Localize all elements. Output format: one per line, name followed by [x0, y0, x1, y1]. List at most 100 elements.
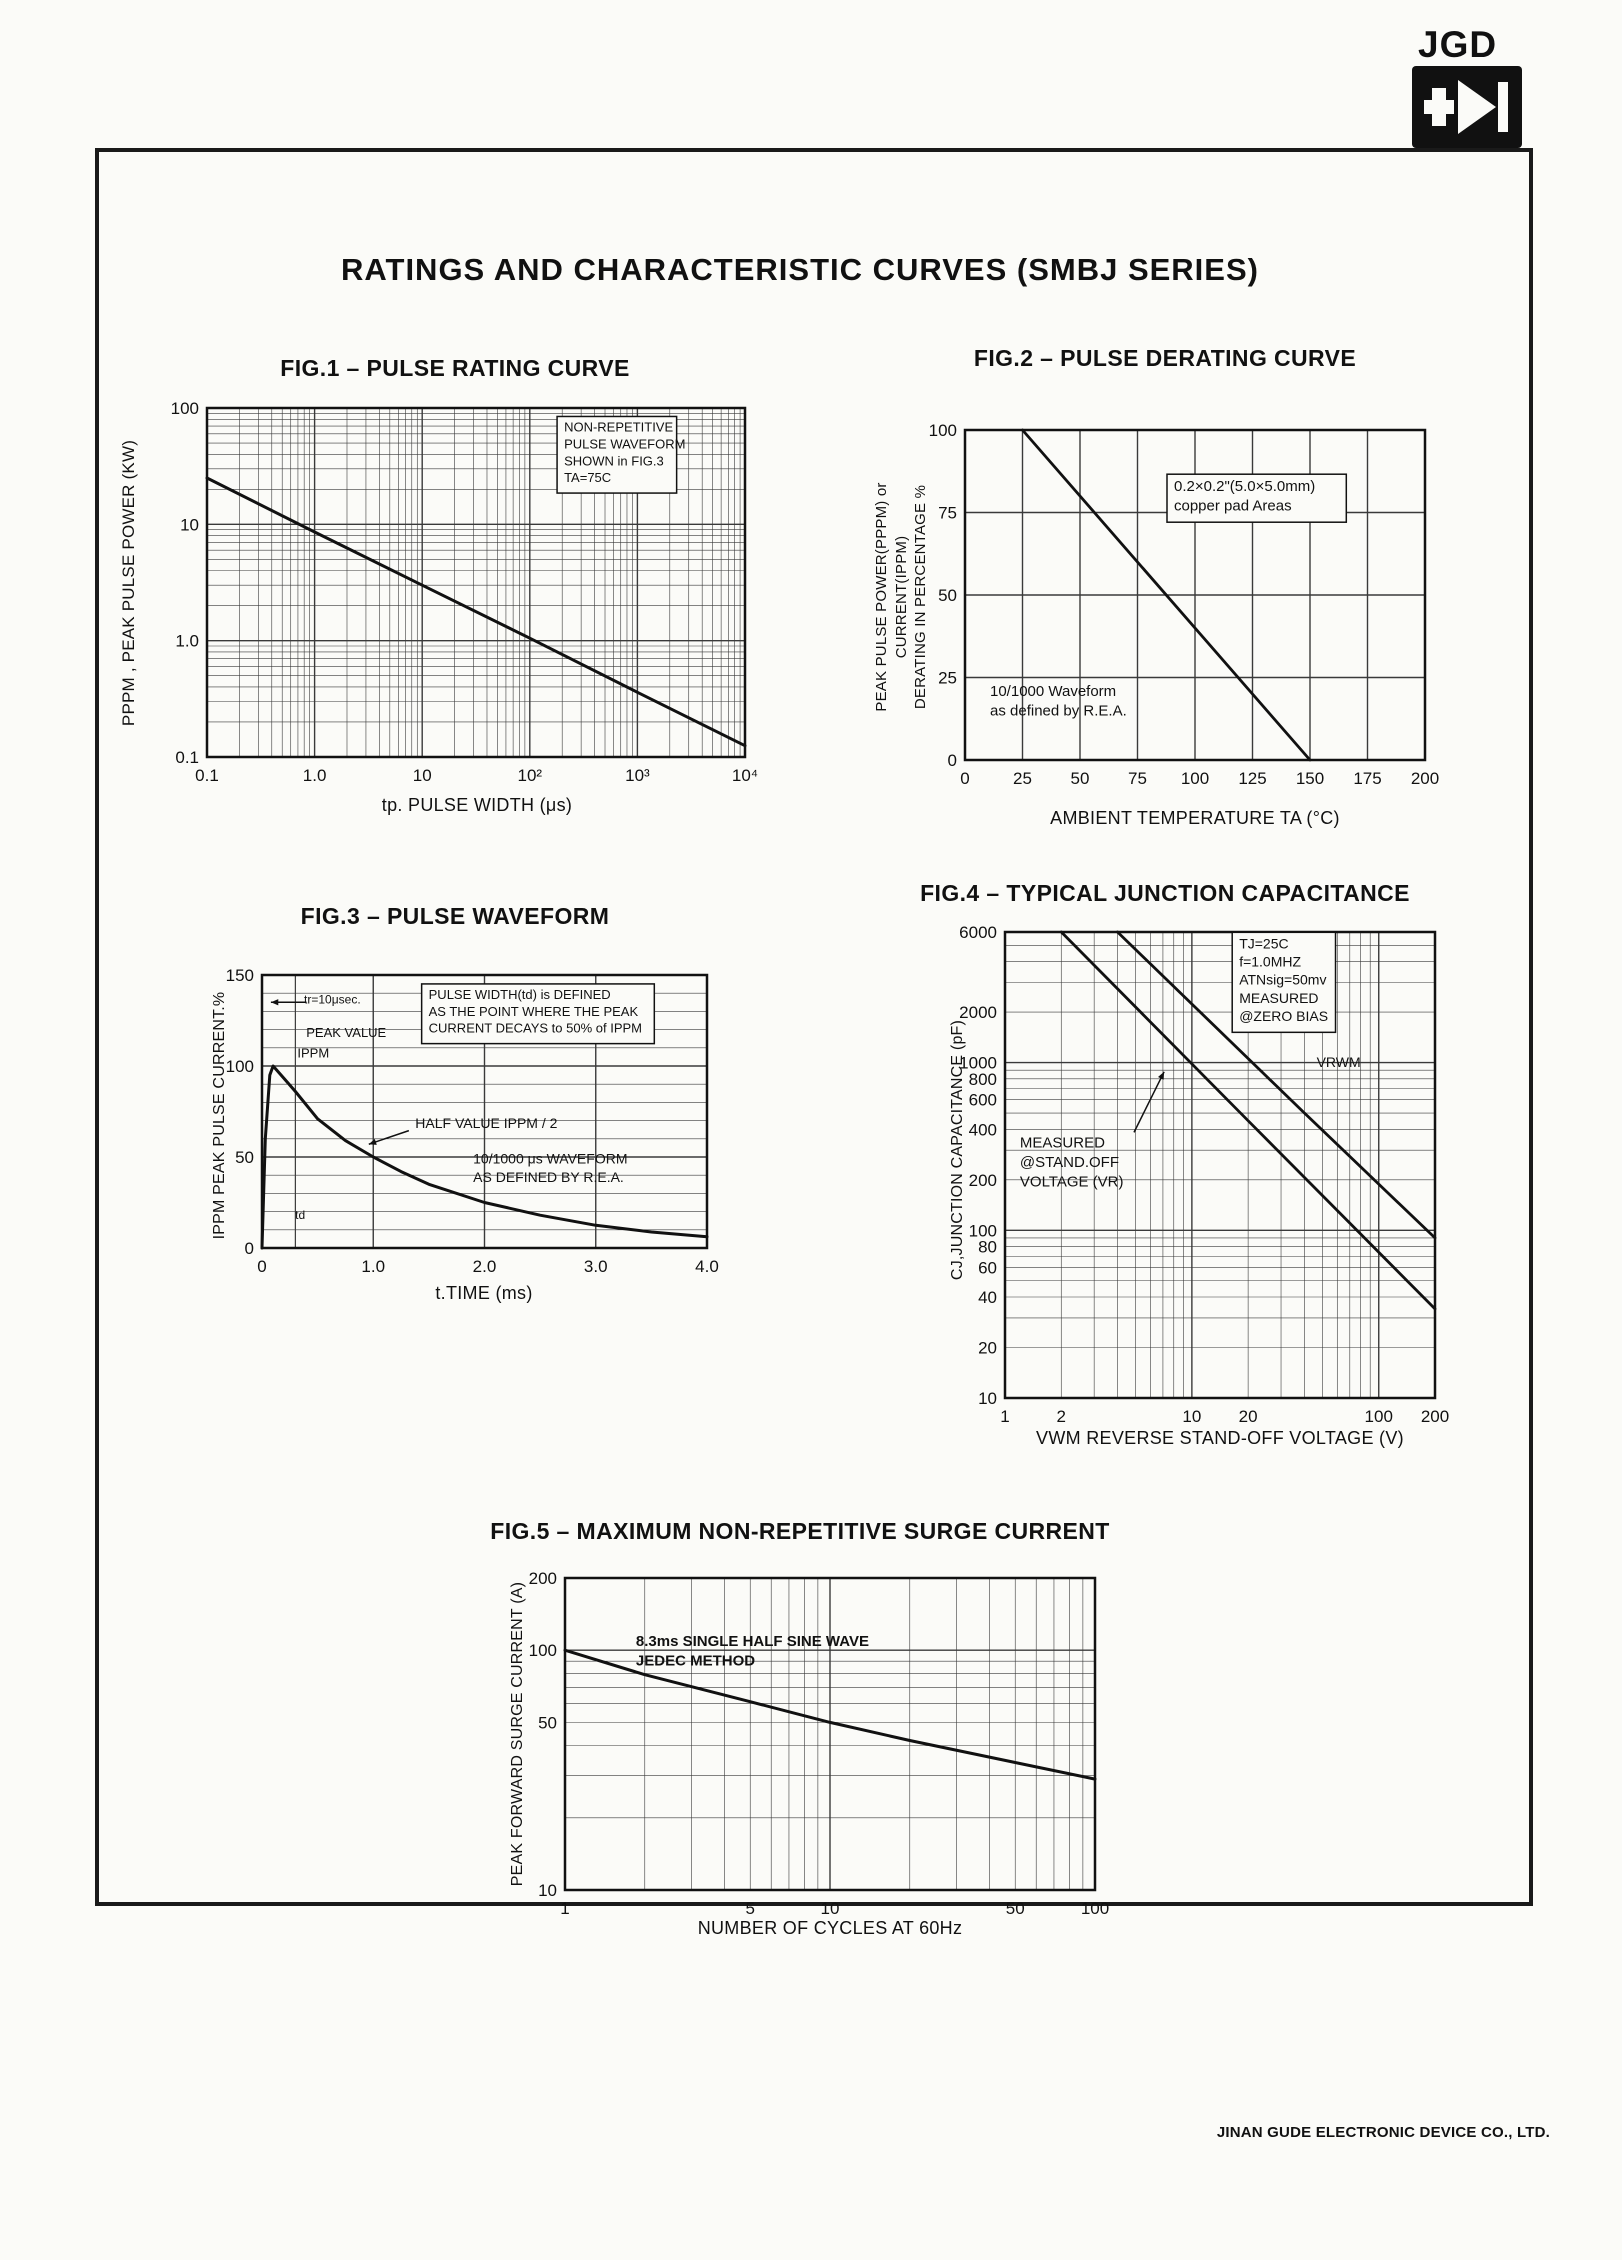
- svg-text:10: 10: [180, 515, 199, 534]
- svg-text:2: 2: [1057, 1407, 1066, 1426]
- fig1-title: FIG.1 – PULSE RATING CURVE: [280, 355, 630, 381]
- svg-text:10: 10: [1182, 1407, 1201, 1426]
- svg-text:50: 50: [235, 1148, 254, 1167]
- fig4-title: FIG.4 – TYPICAL JUNCTION CAPACITANCE: [920, 880, 1410, 906]
- svg-text:25: 25: [938, 669, 957, 688]
- svg-text:10³: 10³: [625, 766, 650, 785]
- svg-text:10: 10: [413, 766, 432, 785]
- svg-text:800: 800: [969, 1070, 997, 1089]
- svg-text:100: 100: [969, 1221, 997, 1240]
- svg-text:20: 20: [978, 1339, 997, 1358]
- svg-text:td: td: [295, 1208, 305, 1222]
- svg-text:2000: 2000: [959, 1003, 997, 1022]
- svg-text:80: 80: [978, 1238, 997, 1257]
- svg-text:1: 1: [1000, 1407, 1009, 1426]
- svg-text:TA=75C: TA=75C: [564, 470, 611, 485]
- jgd-logo-icon: [1412, 66, 1522, 148]
- svg-text:10⁴: 10⁴: [732, 766, 758, 785]
- svg-text:AS THE POINT WHERE THE PEAK: AS THE POINT WHERE THE PEAK: [429, 1004, 639, 1019]
- fig2-plot: 0 25 50 75 100 125 150 175 200 100 75 50 25 0 0.2×0.2"…: [929, 421, 1440, 788]
- svg-text:60: 60: [978, 1258, 997, 1277]
- svg-text:tr=10μsec.: tr=10μsec.: [304, 992, 361, 1006]
- svg-text:1.0: 1.0: [303, 766, 327, 785]
- fig4-plot: 1 2 10 20 100 2006000200010008006004002001008…: [959, 923, 1449, 1426]
- fig2-x-axis-label: AMBIENT TEMPERATURE TA (°C): [1050, 808, 1340, 828]
- fig3-title: FIG.3 – PULSE WAVEFORM: [300, 903, 610, 929]
- fig5-title: FIG.5 – MAXIMUM NON-REPETITIVE SURGE CUR…: [490, 1518, 1110, 1544]
- svg-text:PULSE WAVEFORM: PULSE WAVEFORM: [564, 436, 685, 451]
- svg-text:25: 25: [1013, 769, 1032, 788]
- svg-text:AS DEFINED BY R.E.A.: AS DEFINED BY R.E.A.: [473, 1169, 624, 1185]
- svg-text:100: 100: [529, 1641, 557, 1660]
- svg-text:400: 400: [969, 1120, 997, 1139]
- fig4-x-axis-label: VWM REVERSE STAND-OFF VOLTAGE (V): [1036, 1428, 1404, 1448]
- svg-text:50: 50: [538, 1713, 557, 1732]
- svg-text:TJ=25C: TJ=25C: [1239, 935, 1288, 951]
- svg-text:50: 50: [938, 586, 957, 605]
- svg-text:as defined by R.E.A.: as defined by R.E.A.: [990, 702, 1127, 719]
- svg-text:10: 10: [821, 1899, 840, 1918]
- logo-text: JGD: [1418, 24, 1498, 65]
- svg-text:10/1000 Waveform: 10/1000 Waveform: [990, 683, 1116, 700]
- svg-text:1000: 1000: [959, 1054, 997, 1073]
- svg-text:5: 5: [745, 1899, 754, 1918]
- svg-text:100: 100: [171, 399, 199, 418]
- fig1-x-axis-label: tp. PULSE WIDTH (μs): [381, 795, 573, 815]
- svg-text:75: 75: [1128, 769, 1147, 788]
- page-title: RATINGS AND CHARACTERISTIC CURVES (SMBJ …: [341, 252, 1259, 287]
- svg-text:4.0: 4.0: [695, 1257, 719, 1276]
- svg-text:50: 50: [1071, 769, 1090, 788]
- svg-text:MEASURED: MEASURED: [1239, 990, 1318, 1006]
- svg-text:VRWM: VRWM: [1317, 1054, 1361, 1070]
- svg-text:10/1000 μs WAVEFORM: 10/1000 μs WAVEFORM: [473, 1151, 627, 1167]
- fig1-plot: 0.1 1.0 10 10² 10³ 10⁴ 100 10 1.0 0.1 NON-REPETITI…: [171, 399, 758, 785]
- svg-text:ATNsig=50mv: ATNsig=50mv: [1239, 972, 1326, 988]
- svg-text:HALF VALUE IPPM / 2: HALF VALUE IPPM / 2: [415, 1115, 557, 1131]
- svg-text:0: 0: [948, 751, 957, 770]
- svg-text:CURRENT DECAYS to 50% of IPPM: CURRENT DECAYS to 50% of IPPM: [429, 1021, 642, 1036]
- svg-text:200: 200: [1411, 769, 1439, 788]
- svg-text:10: 10: [538, 1881, 557, 1900]
- svg-text:200: 200: [529, 1569, 557, 1588]
- svg-text:PULSE WIDTH(td) is DEFINED: PULSE WIDTH(td) is DEFINED: [429, 987, 611, 1002]
- svg-text:10: 10: [978, 1389, 997, 1408]
- svg-text:150: 150: [226, 966, 254, 985]
- svg-text:f=1.0MHZ: f=1.0MHZ: [1239, 954, 1301, 970]
- svg-text:600: 600: [969, 1091, 997, 1110]
- svg-text:0: 0: [257, 1257, 266, 1276]
- svg-text:10²: 10²: [518, 766, 543, 785]
- svg-text:100: 100: [929, 421, 957, 440]
- svg-text:1: 1: [560, 1899, 569, 1918]
- svg-text:100: 100: [1081, 1899, 1109, 1918]
- fig5-x-axis-label: NUMBER OF CYCLES AT 60Hz: [697, 1918, 963, 1938]
- svg-text:NON-REPETITIVE: NON-REPETITIVE: [564, 419, 673, 434]
- svg-text:50: 50: [1006, 1899, 1025, 1918]
- svg-text:8.3ms SINGLE HALF SINE WAVE: 8.3ms SINGLE HALF SINE WAVE: [636, 1633, 869, 1650]
- svg-text:100: 100: [1181, 769, 1209, 788]
- fig2-title: FIG.2 – PULSE DERATING CURVE: [973, 345, 1357, 371]
- svg-text:IPPM: IPPM: [297, 1046, 329, 1061]
- svg-text:200: 200: [969, 1171, 997, 1190]
- svg-text:copper pad Areas: copper pad Areas: [1174, 498, 1292, 515]
- svg-text:200: 200: [1421, 1407, 1449, 1426]
- fig3-plot: 0 1.0 2.0 3.0 4.0 150 100 50 0 tr=10μsec. PEAK VAL…: [226, 966, 719, 1276]
- svg-text:175: 175: [1353, 769, 1381, 788]
- svg-text:@STAND.OFF: @STAND.OFF: [1020, 1154, 1119, 1171]
- svg-text:0.1: 0.1: [175, 748, 199, 767]
- svg-text:75: 75: [938, 504, 957, 523]
- fig3-x-axis-label: t.TIME (ms): [435, 1283, 533, 1303]
- svg-text:1.0: 1.0: [175, 632, 199, 651]
- svg-text:PEAK VALUE: PEAK VALUE: [306, 1025, 386, 1040]
- svg-text:100: 100: [1365, 1407, 1393, 1426]
- svg-text:125: 125: [1238, 769, 1266, 788]
- svg-text:40: 40: [978, 1288, 997, 1307]
- svg-text:MEASURED: MEASURED: [1020, 1134, 1105, 1151]
- svg-text:VOLTAGE (VR): VOLTAGE (VR): [1020, 1173, 1124, 1190]
- footer-company-name: JINAN GUDE ELECTRONIC DEVICE CO., LTD.: [1216, 2124, 1550, 2141]
- svg-text:JEDEC METHOD: JEDEC METHOD: [636, 1653, 755, 1670]
- svg-text:0: 0: [245, 1239, 254, 1258]
- fig5-plot: 1 5 10 50 100 200 100 50 10 8.3ms SINGLE HALF SIN…: [529, 1569, 1110, 1918]
- svg-text:6000: 6000: [959, 923, 997, 942]
- svg-text:2.0: 2.0: [473, 1257, 497, 1276]
